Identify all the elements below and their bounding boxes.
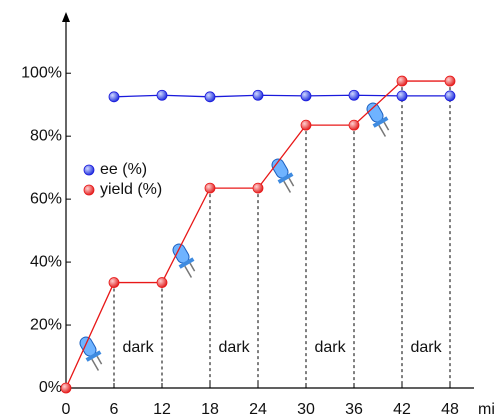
x-tick-label: 30 [297, 401, 315, 418]
marker [444, 90, 456, 102]
y-arrow [62, 12, 70, 22]
x-tick-label: 12 [153, 401, 171, 418]
marker [156, 277, 168, 288]
icons [75, 99, 396, 374]
x-axis-label: min [478, 401, 494, 418]
marker [108, 91, 120, 103]
marker [300, 90, 312, 102]
x-tick-label: 0 [62, 401, 71, 418]
marker [348, 119, 360, 131]
y-tick-label: 80% [30, 127, 62, 144]
marker [252, 89, 264, 101]
annotation: dark [410, 339, 442, 356]
marker [60, 382, 72, 394]
y-tick-label: 20% [30, 316, 62, 333]
marker [108, 277, 120, 288]
x-tick-label: 18 [201, 401, 219, 418]
marker [444, 75, 456, 87]
legend-marker [83, 164, 95, 176]
marker [156, 89, 168, 101]
legend-label: ee (%) [100, 161, 147, 178]
marker [396, 75, 408, 87]
series-line [113, 94, 450, 98]
y-tick-label: 60% [30, 190, 62, 207]
legend-marker [83, 184, 95, 196]
marker [252, 182, 264, 194]
x-tick-label: 36 [345, 401, 363, 418]
marker [348, 89, 360, 101]
y-tick-label: 0% [39, 379, 62, 396]
legend-label: yield (%) [100, 181, 162, 198]
x-tick-label: 42 [393, 401, 411, 418]
annotation: dark [218, 339, 250, 356]
marker [204, 182, 216, 194]
marker [204, 91, 216, 103]
marker [300, 119, 312, 131]
marker [396, 90, 408, 102]
x-tick-label: 48 [441, 401, 459, 418]
y-tick-label: 100% [21, 64, 62, 81]
x-tick-label: 6 [110, 401, 119, 418]
annotation: dark [314, 339, 346, 356]
y-tick-label: 40% [30, 253, 62, 270]
annotation: dark [122, 339, 154, 356]
x-tick-label: 24 [249, 401, 267, 418]
